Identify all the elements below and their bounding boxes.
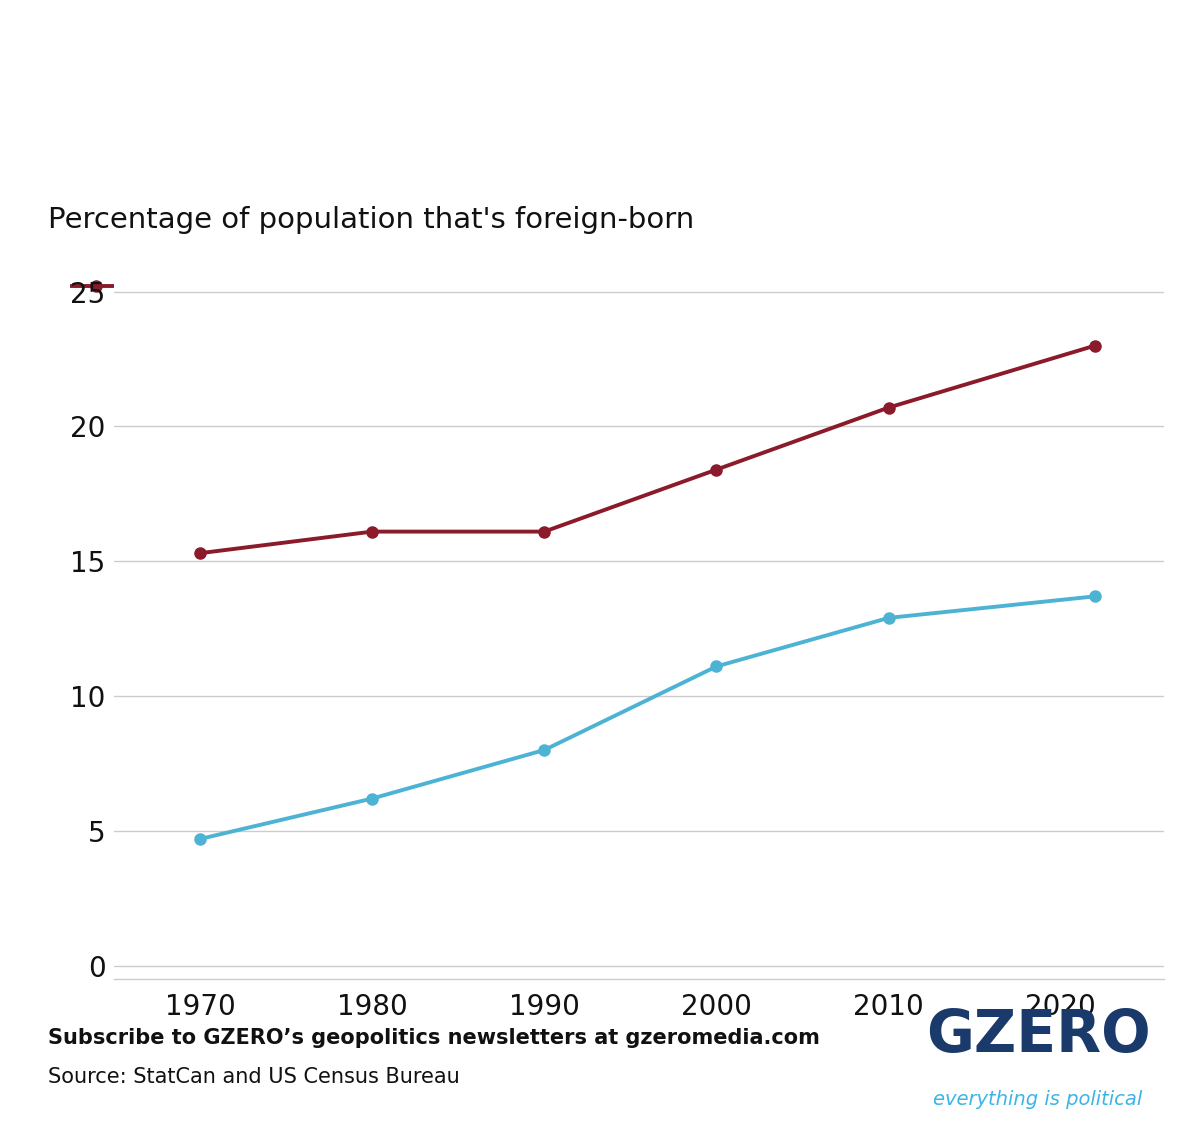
Text: GZERO: GZERO <box>925 1007 1151 1064</box>
Text: Percentage of population that's foreign-born: Percentage of population that's foreign-… <box>48 206 695 233</box>
Text: Subscribe to GZERO’s geopolitics newsletters at gzeromedia.com: Subscribe to GZERO’s geopolitics newslet… <box>48 1028 820 1048</box>
Legend: Canada, US: Canada, US <box>61 265 361 312</box>
Text: everything is political: everything is political <box>934 1090 1142 1109</box>
Text: Foreign-born populations in the US and Canada: Foreign-born populations in the US and C… <box>46 61 1200 117</box>
Text: Source: StatCan and US Census Bureau: Source: StatCan and US Census Bureau <box>48 1067 460 1088</box>
